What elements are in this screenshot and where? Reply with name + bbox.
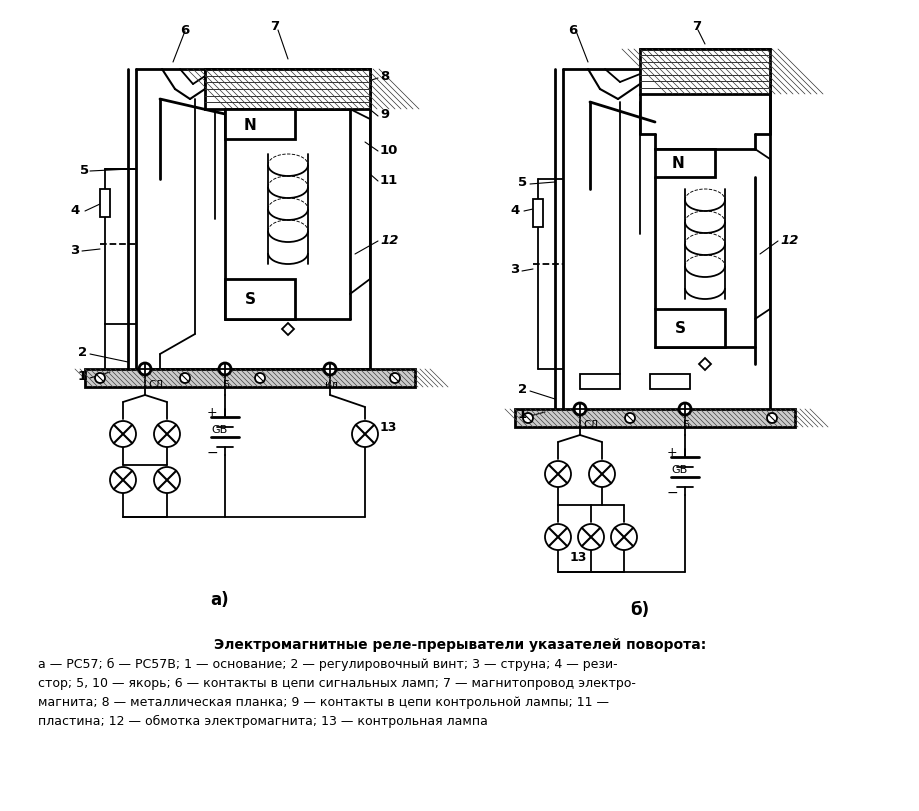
Text: б): б) [630, 600, 649, 618]
Text: N: N [671, 157, 684, 171]
Text: 4: 4 [70, 204, 79, 217]
Text: +: + [207, 406, 218, 419]
Text: 5: 5 [80, 163, 89, 176]
Text: СЛ: СЛ [583, 419, 597, 430]
Text: магнита; 8 — металлическая планка; 9 — контакты в цепи контрольной лампы; 11 —: магнита; 8 — металлическая планка; 9 — к… [38, 695, 608, 708]
Circle shape [766, 414, 777, 423]
Bar [640, 50, 769, 95]
Circle shape [544, 461, 571, 487]
Bar [579, 375, 619, 389]
Text: S: S [674, 321, 685, 336]
Text: 7: 7 [269, 20, 278, 33]
Circle shape [588, 461, 614, 487]
Circle shape [153, 422, 180, 448]
Circle shape [624, 414, 634, 423]
Bar [225, 109, 295, 139]
Circle shape [95, 374, 105, 384]
Text: 9: 9 [380, 109, 389, 122]
Text: а — РС57; б — РС57В; 1 — основание; 2 — регулировочный винт; 3 — струна; 4 — рез: а — РС57; б — РС57В; 1 — основание; 2 — … [38, 657, 617, 670]
Bar [515, 410, 794, 427]
Bar [85, 370, 414, 388]
Circle shape [110, 422, 136, 448]
Text: 11: 11 [380, 174, 398, 187]
Circle shape [522, 414, 532, 423]
Text: 5: 5 [517, 176, 527, 189]
Text: 2: 2 [78, 346, 87, 359]
Text: Б: Б [222, 380, 230, 389]
Text: GB: GB [210, 424, 227, 435]
Text: S: S [244, 292, 255, 307]
Bar [654, 310, 724, 348]
Text: 4: 4 [509, 204, 518, 217]
Text: N: N [244, 118, 256, 132]
Circle shape [139, 363, 151, 375]
Text: 1: 1 [517, 408, 527, 421]
Text: 8: 8 [380, 71, 389, 84]
Text: пластина; 12 — обмотка электромагнита; 13 — контрольная лампа: пластина; 12 — обмотка электромагнита; 1… [38, 714, 487, 727]
Circle shape [323, 363, 335, 375]
Circle shape [153, 467, 180, 493]
Text: 1: 1 [78, 370, 87, 383]
Text: 12: 12 [380, 234, 398, 247]
Bar [650, 375, 689, 389]
Text: 7: 7 [691, 20, 700, 33]
Text: +: + [666, 446, 677, 459]
Text: −: − [666, 486, 678, 500]
Text: Электромагнитные реле-прерыватели указателей поворота:: Электромагнитные реле-прерыватели указат… [213, 637, 706, 651]
Text: 3: 3 [70, 243, 79, 256]
Text: 3: 3 [509, 264, 518, 277]
Circle shape [110, 467, 136, 493]
Text: кл: кл [324, 380, 337, 389]
Bar [654, 150, 714, 178]
Text: СЛ: СЛ [148, 380, 163, 389]
Text: −: − [207, 445, 219, 460]
Bar [205, 70, 369, 109]
Text: Б: Б [682, 419, 689, 430]
Bar [225, 280, 295, 320]
Circle shape [678, 404, 690, 415]
Text: 6: 6 [567, 24, 576, 36]
Circle shape [180, 374, 190, 384]
Circle shape [577, 525, 604, 551]
Text: 12: 12 [779, 234, 798, 247]
Circle shape [255, 374, 265, 384]
Circle shape [390, 374, 400, 384]
Text: 6: 6 [180, 24, 189, 36]
Bar [532, 200, 542, 228]
Circle shape [573, 404, 585, 415]
Text: 10: 10 [380, 144, 398, 157]
Text: GB: GB [670, 465, 686, 474]
Text: 2: 2 [517, 383, 527, 396]
Text: 13: 13 [570, 551, 586, 564]
Circle shape [544, 525, 571, 551]
Text: а): а) [210, 590, 229, 608]
Circle shape [219, 363, 231, 375]
Circle shape [352, 422, 378, 448]
Bar [100, 190, 110, 217]
Text: стор; 5, 10 — якорь; 6 — контакты в цепи сигнальных ламп; 7 — магнитопровод элек: стор; 5, 10 — якорь; 6 — контакты в цепи… [38, 676, 635, 689]
Circle shape [610, 525, 636, 551]
Text: 13: 13 [380, 421, 397, 434]
